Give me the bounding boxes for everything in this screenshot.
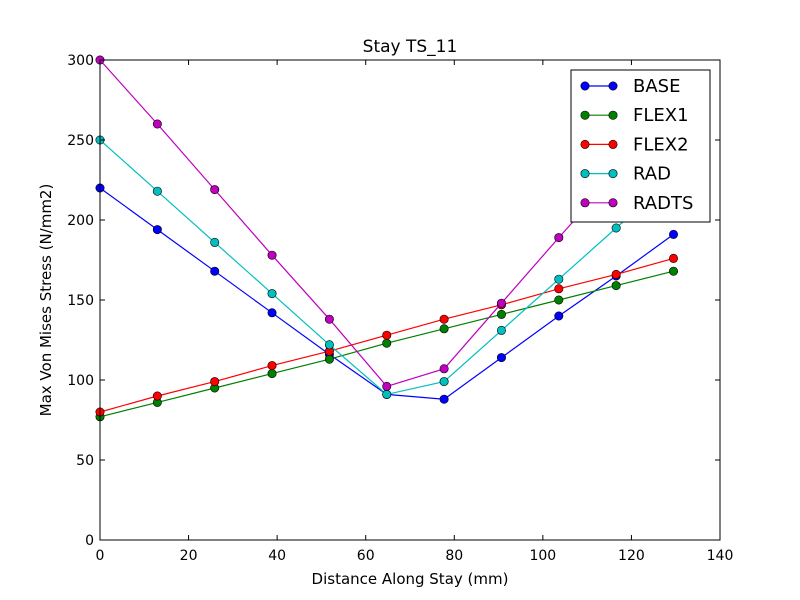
data-point [554,274,564,284]
x-tick-label: 40 [268,548,286,564]
data-point [324,314,334,324]
legend-item-flex2: FLEX2 [580,134,689,155]
data-point [611,223,621,233]
legend-marker [580,110,590,120]
y-tick-label: 0 [85,533,94,549]
data-point [554,311,564,321]
data-point [152,225,162,235]
data-point [152,119,162,129]
legend-item-flex1: FLEX1 [580,105,689,126]
y-tick-label: 250 [67,133,94,149]
data-point [152,186,162,196]
data-point [439,314,449,324]
chart-title: Stay TS_11 [363,37,458,57]
data-point [439,324,449,334]
x-axis-title: Distance Along Stay (mm) [312,570,509,588]
data-point [267,250,277,260]
data-point [210,266,220,276]
data-point [267,369,277,379]
legend-marker [580,139,590,149]
legend-marker [580,169,590,179]
data-point [382,338,392,348]
x-tick-label: 20 [180,548,198,564]
data-point [554,233,564,243]
legend: BASE FLEX1 FLEX2 RAD RADTS [570,69,711,223]
data-point [382,389,392,399]
data-point [554,284,564,294]
data-point [496,325,506,335]
legend-label: RAD [633,164,671,185]
data-point [611,281,621,291]
legend-marker [608,81,618,91]
y-tick-label: 300 [67,53,94,69]
legend-label: BASE [633,76,680,97]
legend-item-rad: RAD [580,164,671,185]
legend-marker [608,110,618,120]
data-point [324,354,334,364]
y-tick-label: 150 [67,293,94,309]
x-axis: 0 20 40 60 80 100 120 140 [96,60,734,564]
data-point [668,253,678,263]
data-point [439,364,449,374]
data-point [210,185,220,195]
x-tick-label: 0 [96,548,105,564]
data-point [267,361,277,371]
data-point [439,377,449,387]
legend-label: FLEX2 [633,134,689,155]
legend-label: RADTS [633,193,693,214]
data-point [267,289,277,299]
x-tick-label: 100 [529,548,556,564]
y-tick-label: 50 [76,453,94,469]
y-axis: 0 50 100 150 200 250 300 [67,53,720,549]
y-tick-label: 200 [67,213,94,229]
legend-marker [608,169,618,179]
data-point [324,340,334,350]
data-point [210,237,220,247]
data-point [554,295,564,305]
data-point [611,269,621,279]
legend-marker [580,198,590,208]
legend-item-radts: RADTS [580,193,693,214]
legend-marker [608,139,618,149]
x-tick-label: 120 [618,548,645,564]
legend-marker [580,81,590,91]
legend-box [570,69,711,223]
x-tick-label: 80 [445,548,463,564]
data-point [668,229,678,239]
data-point [210,377,220,387]
data-point [267,308,277,318]
legend-label: FLEX1 [633,105,689,126]
data-point [152,391,162,401]
data-point [382,330,392,340]
data-point [496,309,506,319]
x-tick-label: 140 [707,548,734,564]
legend-marker [608,198,618,208]
data-point [496,353,506,363]
data-point [496,298,506,308]
legend-item-base: BASE [580,76,680,97]
data-point [439,394,449,404]
x-tick-label: 60 [357,548,375,564]
y-axis-title: Max Von Mises Stress (N/mm2) [37,184,55,417]
data-point [668,266,678,276]
y-tick-label: 100 [67,373,94,389]
data-point [382,381,392,391]
